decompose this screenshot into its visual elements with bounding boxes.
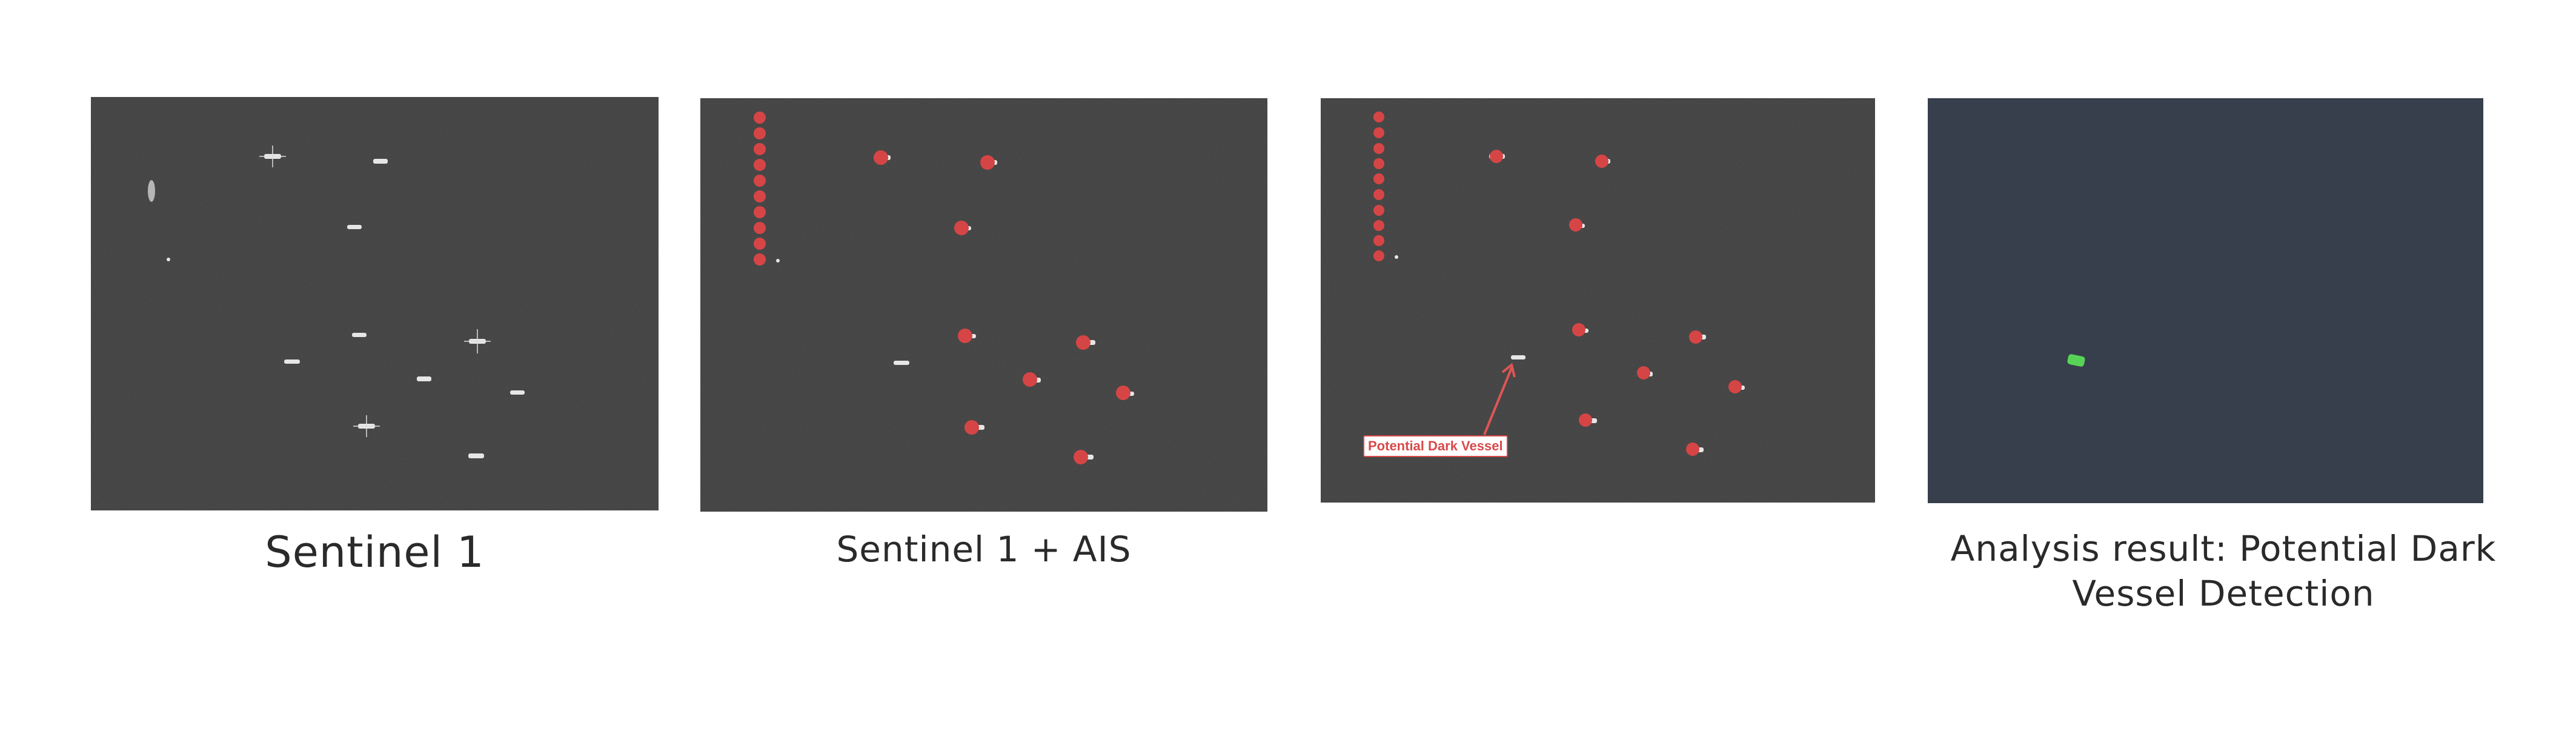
sentinel-1-image	[91, 97, 659, 510]
ais-markers	[754, 112, 1130, 464]
potential-dark-vessel-label: Potential Dark Vessel	[1363, 435, 1508, 457]
dark-vessel-annotated-image	[1321, 98, 1875, 503]
vessel-returns	[148, 145, 525, 458]
caption-sentinel-1: Sentinel 1	[265, 527, 485, 577]
ais-markers	[1373, 112, 1742, 456]
sar-ais-scene	[700, 98, 1267, 512]
caption-analysis-result: Analysis result: Potential Dark Vessel D…	[1950, 528, 2497, 614]
analysis-result-image	[1928, 98, 2483, 503]
sar-scene	[91, 97, 659, 510]
dark-vessel-arrow	[1483, 363, 1516, 435]
sentinel-1-ais-image	[700, 98, 1267, 512]
caption-sentinel-1-ais: Sentinel 1 + AIS	[836, 529, 1132, 570]
sar-annotated-scene	[1321, 98, 1875, 503]
